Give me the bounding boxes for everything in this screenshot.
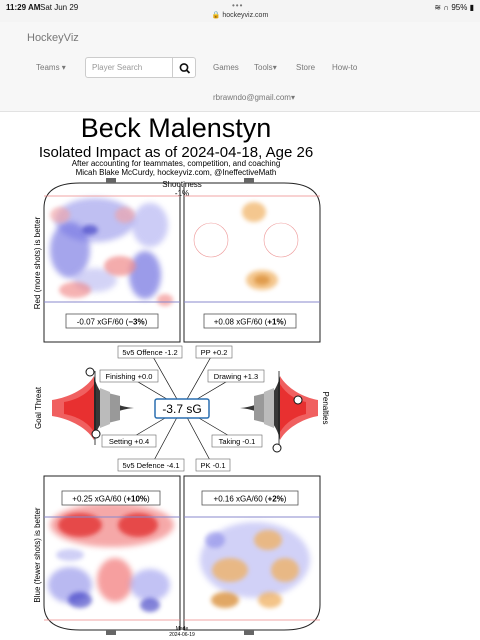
total-impact-box bbox=[154, 398, 210, 419]
shootiness-value: -1% bbox=[175, 189, 189, 198]
user-email: rbrawndo@gmail.com bbox=[213, 93, 291, 102]
rink-bottom-right bbox=[183, 475, 321, 635]
tools-label: Tools bbox=[254, 63, 273, 72]
rink-bottom-left bbox=[43, 475, 181, 635]
teams-dropdown[interactable]: Teams ▾ bbox=[36, 63, 66, 72]
multitask-dots-icon[interactable]: ••• bbox=[232, 1, 244, 10]
search-button[interactable] bbox=[172, 57, 196, 78]
brand-link[interactable]: HockeyViz bbox=[27, 32, 79, 44]
player-search-input[interactable] bbox=[85, 57, 173, 78]
url-text: hockeyviz.com bbox=[222, 12, 269, 19]
xga-left-box bbox=[61, 490, 161, 506]
axis-label-top: Red (more shots) is better bbox=[33, 216, 42, 309]
howto-link[interactable]: How-to bbox=[332, 63, 358, 72]
xga-right-value: +0.16 xGA/60 (+2%) bbox=[214, 495, 287, 504]
total-impact-value: -3.7 sG bbox=[162, 402, 201, 416]
status-right: ≋ ∩ 95% ▮ bbox=[434, 3, 474, 12]
status-bar: 11:29 AM Sat Jun 29 ••• 🔒 hockeyviz.com … bbox=[0, 0, 480, 22]
status-time: 11:29 AM bbox=[6, 3, 41, 12]
component-pp: PP +0.2 bbox=[201, 348, 228, 357]
status-date: Sat Jun 29 bbox=[40, 3, 79, 12]
xgf-right-box bbox=[203, 313, 297, 329]
goal-threat-label: Goal Threat bbox=[34, 386, 43, 429]
shootiness-label: Shootiness bbox=[162, 180, 202, 189]
games-link[interactable]: Games bbox=[213, 63, 239, 72]
component-offence: 5v5 Offence -1.2 bbox=[122, 348, 177, 357]
lock-icon: 🔒 bbox=[211, 12, 221, 19]
component-finishing: Finishing +0.0 bbox=[106, 372, 153, 381]
rink-top-left bbox=[43, 178, 181, 343]
tools-dropdown[interactable]: Tools▾ bbox=[254, 63, 277, 72]
xgf-left-value: -0.07 xGF/60 (−3%) bbox=[77, 318, 148, 327]
xgf-right-value: +0.08 xGF/60 (+1%) bbox=[214, 318, 287, 327]
xga-left-value: +0.25 xGA/60 (+10%) bbox=[72, 495, 150, 504]
component-labels: 5v5 Offence -1.2 PP +0.2 Finishing +0.0 … bbox=[99, 345, 265, 472]
component-taking: Taking -0.1 bbox=[219, 437, 256, 446]
component-defence: 5v5 Defence -4.1 bbox=[122, 461, 179, 470]
navbar: HockeyViz Teams ▾ Games Tools▾ Store How… bbox=[0, 22, 480, 112]
user-dropdown[interactable]: rbrawndo@gmail.com▾ bbox=[213, 93, 295, 102]
caret-down-icon: ▾ bbox=[61, 63, 66, 72]
store-link[interactable]: Store bbox=[296, 63, 316, 72]
penalties-distribution bbox=[240, 371, 318, 453]
battery-icon: ▮ bbox=[469, 3, 474, 12]
battery-level: 95% bbox=[451, 3, 468, 12]
xga-right-box bbox=[201, 490, 299, 506]
axis-label-bottom: Blue (fewer shots) is better bbox=[33, 507, 42, 602]
viz-subtitle: Isolated Impact as of 2024-04-18, Age 26 bbox=[39, 144, 313, 161]
made-label: Made bbox=[176, 626, 189, 632]
caret-down-icon: ▾ bbox=[290, 93, 295, 102]
rink-top-right bbox=[183, 178, 321, 343]
isolated-impact-chart: Beck Malenstyn Isolated Impact as of 202… bbox=[33, 113, 330, 638]
caret-down-icon: ▾ bbox=[272, 63, 277, 72]
headphones-icon: ∩ bbox=[443, 3, 450, 12]
wifi-icon: ≋ bbox=[434, 3, 442, 12]
component-setting: Setting +0.4 bbox=[109, 437, 149, 446]
teams-label: Teams bbox=[36, 63, 60, 72]
component-pk: PK -0.1 bbox=[200, 461, 225, 470]
address-bar[interactable]: 🔒 hockeyviz.com bbox=[0, 11, 480, 19]
viz-note-author: Micah Blake McCurdy, hockeyviz.com, @Ine… bbox=[76, 168, 277, 177]
viz-note-adjustment: After accounting for teammates, competit… bbox=[72, 159, 281, 168]
made-date: 2024-06-19 bbox=[169, 632, 195, 638]
component-drawing: Drawing +1.3 bbox=[214, 372, 258, 381]
player-name: Beck Malenstyn bbox=[81, 113, 272, 143]
penalties-label: Penalties bbox=[321, 392, 330, 425]
search-icon bbox=[179, 63, 191, 74]
xgf-left-box bbox=[65, 313, 159, 329]
goal-threat-distribution bbox=[52, 367, 134, 445]
